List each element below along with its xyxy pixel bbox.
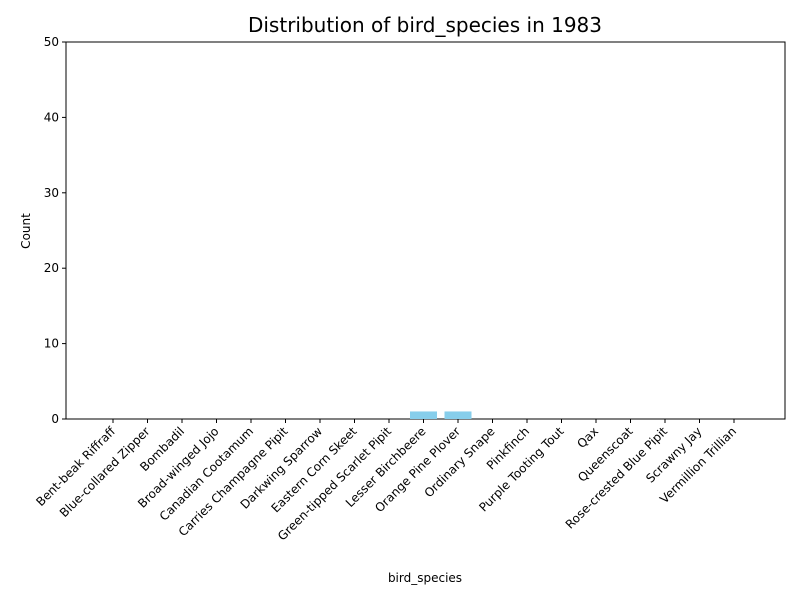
bar [444, 411, 472, 419]
y-axis-label: Count [19, 213, 33, 249]
y-tick-label: 20 [44, 261, 59, 275]
y-tick-label: 10 [44, 337, 59, 351]
x-tick-label: Qax [574, 424, 601, 451]
x-axis-label: bird_species [388, 571, 462, 585]
plot-area [65, 41, 786, 420]
bar [410, 411, 437, 419]
y-tick-label: 30 [44, 186, 59, 200]
y-tick-label: 40 [44, 110, 59, 124]
y-axis: 0 10 20 30 40 50 [44, 35, 66, 426]
y-tick-label: 0 [51, 412, 59, 426]
chart-title: Distribution of bird_species in 1983 [248, 13, 602, 37]
y-tick-label: 50 [44, 35, 59, 49]
plot-frame [65, 41, 786, 420]
bars [410, 411, 472, 419]
